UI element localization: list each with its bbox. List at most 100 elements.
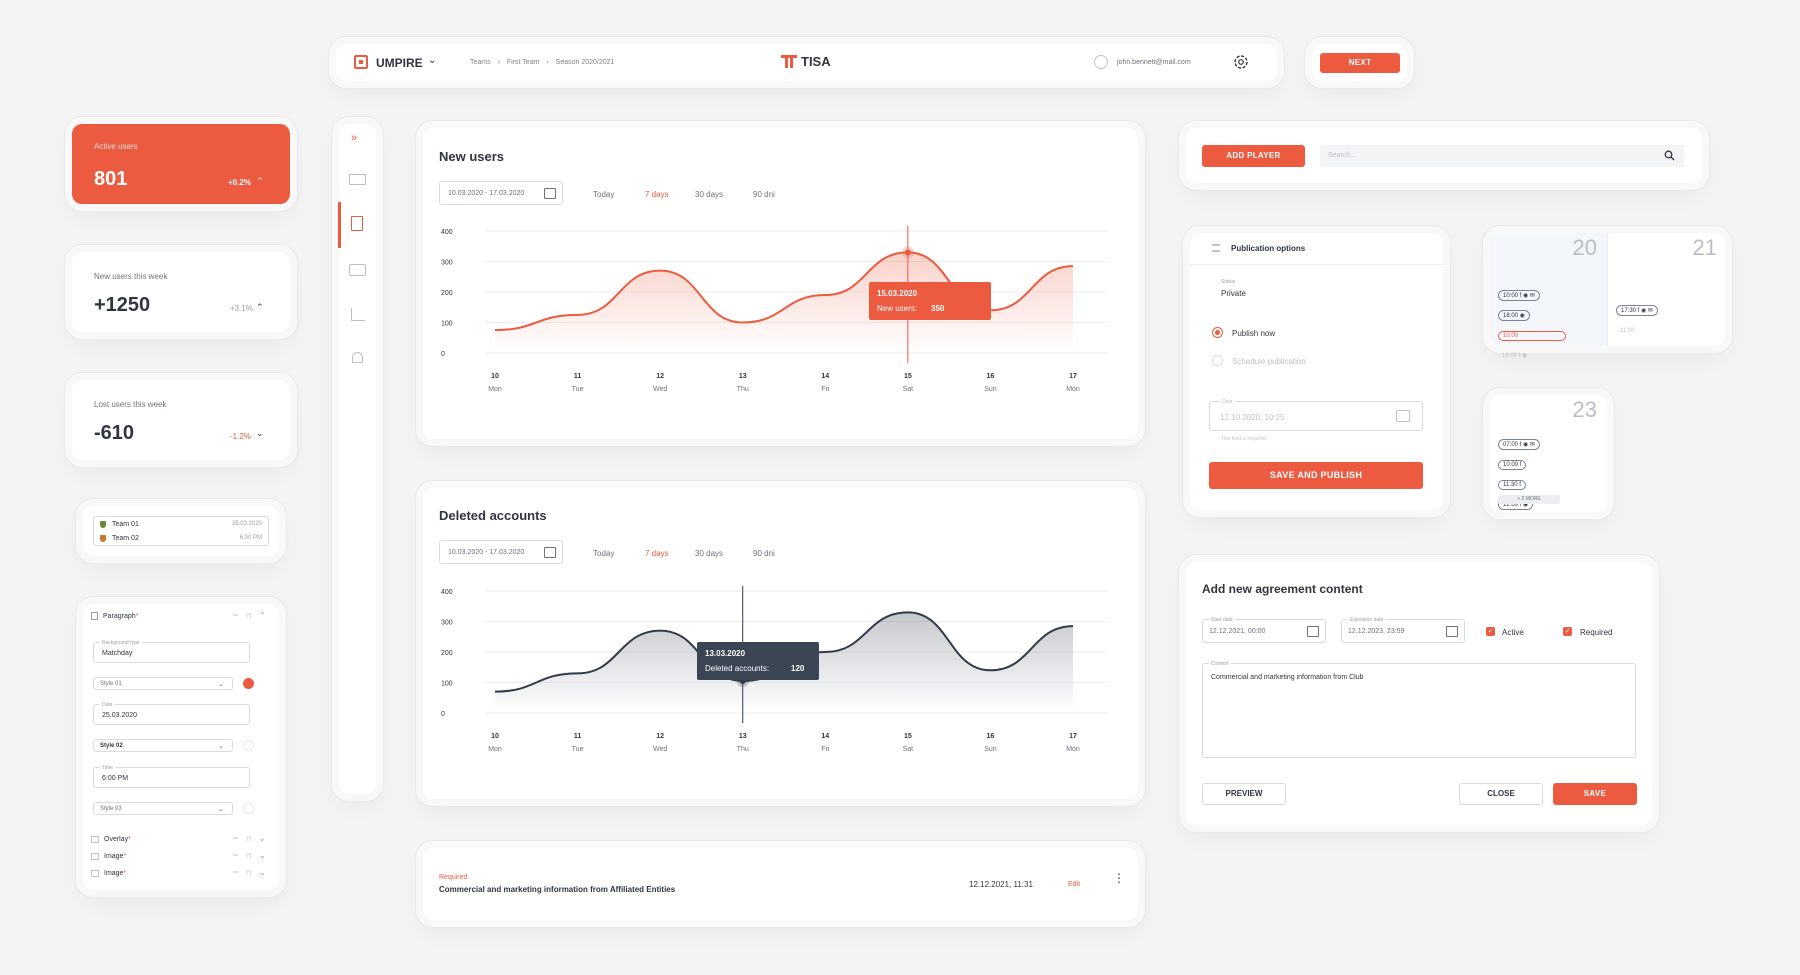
calendar-day-21[interactable]: 21 17:30 f ◉ ✉ 11:00 (1608, 233, 1725, 346)
status-value[interactable]: Private (1221, 289, 1246, 298)
calendar-icon (1396, 410, 1410, 422)
expiration-date-field[interactable]: Expiration date 12.12.2023, 23:59 (1341, 617, 1465, 643)
search-icon[interactable] (1664, 150, 1675, 161)
event-chip[interactable]: 11:00 (1620, 328, 1635, 334)
chart-icon[interactable] (351, 308, 365, 321)
teams-list[interactable]: Team 01 25.03.2020 Team 02 6:30 PM (93, 516, 269, 546)
document-icon[interactable] (351, 216, 363, 231)
start-date-field[interactable]: Start date 12.12.2021, 00:00 (1202, 617, 1326, 643)
required-label[interactable]: Required (1580, 628, 1613, 637)
color-swatch[interactable] (243, 678, 254, 689)
brand-name[interactable]: UMPIRE (376, 56, 423, 70)
team-name[interactable]: Team 02 (112, 535, 139, 542)
user-email[interactable]: john.bennett@mail.com (1117, 59, 1191, 66)
folder-icon[interactable] (349, 264, 366, 276)
radio-selected[interactable] (1212, 327, 1223, 338)
add-player-button[interactable]: ADD PLAYER (1202, 145, 1305, 167)
drag-handle-icon[interactable]: ═ (233, 835, 238, 842)
breadcrumb-separator-icon: › (497, 59, 500, 66)
search-field[interactable]: Search... (1320, 145, 1684, 167)
event-chip[interactable]: 10:00 f (1498, 460, 1527, 470)
tab-30-days[interactable]: 30 days (695, 190, 724, 199)
background-type-field[interactable]: Background type Matchday (93, 640, 250, 663)
active-label[interactable]: Active (1502, 628, 1524, 637)
save-button[interactable]: SAVE (1553, 783, 1637, 805)
event-chip[interactable]: 10:00 f ◉ ✉ (1498, 290, 1540, 301)
close-button[interactable]: CLOSE (1459, 783, 1543, 805)
save-and-publish-button[interactable]: SAVE AND PUBLISH (1209, 462, 1423, 489)
tab-today[interactable]: Today (593, 549, 615, 558)
active-checkbox[interactable]: ✓ (1486, 627, 1495, 636)
lock-icon[interactable]: ⊓ (246, 836, 252, 843)
style-select-1[interactable]: Style 01 ⌄ (93, 677, 233, 690)
bell-icon[interactable] (352, 352, 363, 363)
tab-30-days[interactable]: 30 days (695, 549, 724, 558)
event-chip[interactable]: 11:30 f (1498, 480, 1526, 490)
tab-90-days[interactable]: 90 dni (753, 549, 775, 558)
event-chip[interactable]: 07:00 f ◉ ✉ (1498, 439, 1540, 450)
radio-unselected[interactable] (1212, 355, 1223, 366)
chevron-down-icon[interactable]: ⌄ (259, 834, 266, 843)
image-row[interactable]: Image* ═ ⊓ ⌄ (83, 851, 279, 865)
color-swatch-empty[interactable] (243, 740, 254, 751)
next-button[interactable]: NEXT (1320, 53, 1400, 73)
color-swatch-empty[interactable] (243, 803, 254, 814)
x-tick-label: 12 (656, 733, 664, 740)
event-chip[interactable]: 10:00 (1498, 331, 1566, 341)
tab-7-days[interactable]: 7 days (645, 190, 669, 199)
image-row[interactable]: Image* ═ ⊓ ⌄ (83, 868, 279, 882)
event-chip[interactable]: 17:30 f ◉ ✉ (1616, 305, 1658, 316)
style-select-value: Style 02 (100, 743, 123, 749)
agreement-row-card: Required Commercial and marketing inform… (423, 848, 1138, 920)
tooltip-label: Deleted accounts: (705, 664, 770, 673)
tab-90-days[interactable]: 90 dni (753, 190, 775, 199)
team-name[interactable]: Team 01 (112, 521, 139, 528)
chevron-down-icon[interactable]: ⌄ (259, 851, 266, 860)
time-field[interactable]: Time 6:00 PM (93, 765, 250, 788)
tab-today[interactable]: Today (593, 190, 615, 199)
edit-link[interactable]: Edit (1068, 881, 1081, 888)
more-events-button[interactable]: + 2 MORE (1498, 495, 1560, 504)
style-select-2[interactable]: Style 02 ⌄ (93, 739, 233, 752)
lost-users-change: -1.2% (230, 432, 251, 441)
gear-icon[interactable] (1232, 53, 1250, 71)
x-tick-label: 17 (1069, 373, 1077, 380)
chevron-down-icon[interactable]: ⌄ (428, 55, 437, 66)
lock-icon[interactable]: ⊓ (246, 853, 252, 860)
tooltip-date: 13.03.2020 (705, 649, 746, 658)
content-textarea[interactable]: Content Commercial and marketing informa… (1202, 661, 1636, 758)
required-checkbox[interactable]: ✓ (1563, 627, 1572, 636)
lock-icon[interactable]: ⊓ (246, 870, 252, 877)
date-range-picker[interactable]: 10.03.2020 - 17.03.2020 (439, 540, 563, 564)
publication-date-field[interactable]: Date 12.10.2020, 10:25 (1209, 399, 1423, 431)
search-input[interactable]: Search... (1328, 152, 1357, 159)
active-users-change: +0.2% (228, 178, 251, 187)
date-range-picker[interactable]: 10.03.2020 - 17.03.2020 (439, 181, 563, 205)
monitor-icon[interactable] (349, 174, 366, 185)
date-field[interactable]: Date 25.03.2020 (93, 702, 250, 725)
drag-handle-icon[interactable]: ═ (233, 869, 238, 876)
chevron-down-icon[interactable]: ⌄ (259, 868, 266, 877)
event-chip[interactable]: 18:00 ◉ (1498, 310, 1530, 321)
breadcrumb-item[interactable]: First Team (506, 59, 540, 66)
menu-icon (1212, 244, 1220, 252)
x-tick-weekday: Fri (821, 746, 830, 753)
schedule-label[interactable]: Schedule publication (1232, 357, 1306, 366)
style-select-3[interactable]: Style 03 ⌄ (93, 802, 233, 815)
tab-7-days[interactable]: 7 days (645, 549, 669, 558)
drag-handle-icon[interactable]: ═ (233, 612, 238, 619)
breadcrumb-item[interactable]: Season 2020/2021 (555, 59, 615, 66)
overlay-row[interactable]: Overlay* ═ ⊓ ⌄ (83, 834, 279, 848)
user-avatar-icon[interactable] (1094, 55, 1108, 69)
preview-button[interactable]: PREVIEW (1202, 783, 1286, 805)
drag-handle-icon[interactable]: ═ (233, 852, 238, 859)
lock-icon[interactable]: ⊓ (246, 613, 252, 620)
expand-icon[interactable]: » (351, 132, 358, 144)
event-chip[interactable]: 16:00 f ◉ (1502, 353, 1528, 359)
chevron-up-icon[interactable]: ⌃ (259, 611, 266, 620)
data-point (494, 690, 496, 692)
publish-now-label[interactable]: Publish now (1232, 329, 1276, 338)
more-options-icon[interactable]: ⋮ (1113, 871, 1125, 885)
calendar-day-20[interactable]: 20 10:00 f ◉ ✉ 18:00 ◉ 10:00 16:00 f ◉ (1490, 233, 1607, 359)
breadcrumb-item[interactable]: Teams (470, 59, 491, 66)
